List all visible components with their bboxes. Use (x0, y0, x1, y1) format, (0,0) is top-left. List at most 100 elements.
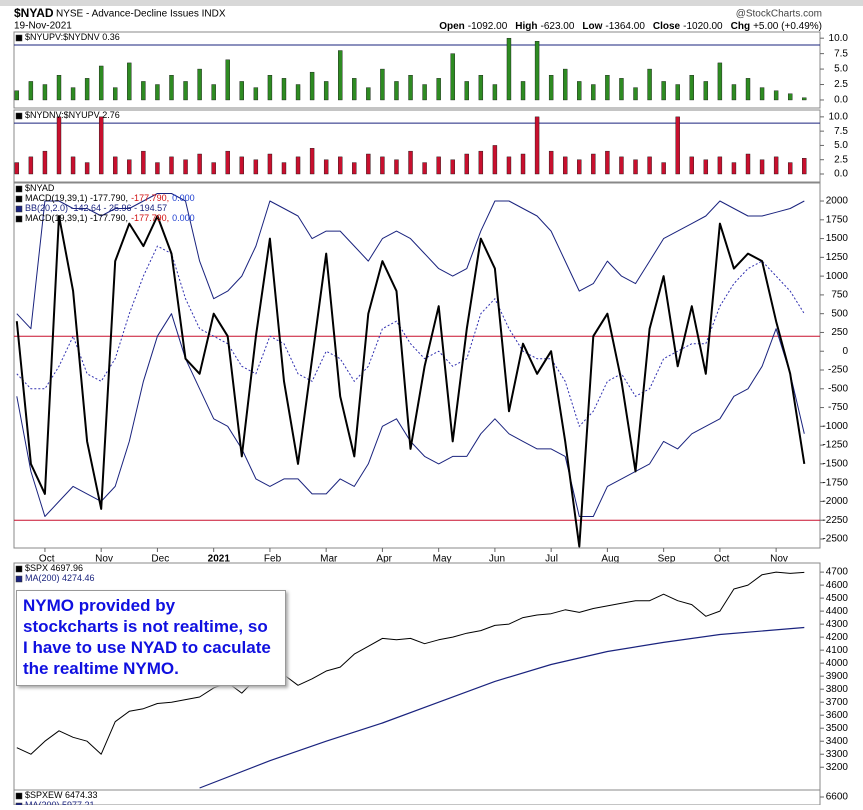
bar (197, 153, 202, 175)
y-tick-label: 10.0 (829, 33, 849, 44)
bar (563, 68, 568, 101)
bar (211, 84, 216, 101)
y-tick-label: 3400 (826, 736, 849, 747)
x-tick-label: Aug (601, 554, 619, 565)
bar (56, 75, 62, 101)
y-tick-label: 2.5 (834, 79, 848, 90)
bar (295, 84, 301, 101)
y-tick-label: 2.5 (834, 154, 848, 165)
y-tick-label: 3500 (826, 723, 849, 734)
bar (591, 84, 596, 101)
bar (464, 81, 469, 101)
bar (745, 78, 751, 101)
bar (197, 68, 202, 101)
bar (633, 87, 638, 101)
bar (169, 156, 174, 175)
x-tick-label: Sep (658, 554, 676, 565)
bar (520, 153, 526, 175)
y-tick-label: 4200 (826, 632, 849, 643)
bar (352, 78, 357, 101)
quote: Open -1092.00 High -623.00 Low -1364.00 Close -… (439, 21, 822, 32)
bar (717, 62, 723, 101)
legend-swatch (15, 565, 23, 573)
bar (295, 156, 301, 175)
bar (436, 156, 441, 175)
y-tick-label: 2000 (826, 196, 849, 207)
bar (239, 81, 244, 101)
bar (787, 162, 793, 175)
bar (563, 156, 568, 175)
bar (717, 156, 723, 175)
bar (773, 156, 779, 175)
y-tick-label: 5.0 (834, 64, 848, 75)
bar (155, 84, 160, 101)
bar (352, 162, 357, 175)
bar (661, 81, 666, 101)
bar (253, 87, 259, 101)
bar (802, 97, 807, 101)
bar (309, 71, 315, 101)
x-tick-label: 2021 (208, 554, 231, 565)
y-tick-label: 3600 (826, 710, 849, 721)
bar (506, 37, 512, 101)
y-tick-label: -1250 (822, 440, 848, 451)
x-tick-label: Oct (714, 554, 730, 565)
legend-entry: $SPXEW 6474.33 (25, 790, 98, 800)
quote-value: -623.00 (540, 21, 574, 32)
bar (731, 84, 737, 101)
bar (759, 159, 765, 175)
bar (84, 162, 90, 175)
bar (408, 75, 413, 101)
y-tick-label: 4300 (826, 619, 849, 630)
bar (548, 150, 554, 175)
bar (703, 81, 709, 101)
bar (787, 93, 793, 101)
x-tick-label: Oct (39, 554, 55, 565)
bar (366, 87, 371, 101)
bar (605, 150, 610, 175)
bar (323, 159, 329, 175)
bar (661, 162, 666, 175)
bar (309, 148, 315, 175)
bar (380, 156, 385, 175)
plot-area (14, 37, 807, 101)
bar (84, 78, 90, 101)
plot-area (14, 116, 807, 175)
symbol-name: NYSE - Advance-Decline Issues INDX (56, 9, 226, 20)
x-tick-label: Jul (545, 554, 558, 565)
bar (225, 150, 230, 175)
legend-swatch (15, 195, 23, 203)
bar (70, 87, 76, 101)
legend-text: 0.000 (172, 213, 195, 223)
legend-text: 0.000 (172, 193, 195, 203)
bar (56, 116, 62, 175)
bar (478, 150, 484, 175)
legend-text: MACD(19,39,1) -177.790, (25, 193, 128, 203)
legend-swatch (15, 215, 23, 223)
source: @StockCharts.com (736, 9, 822, 20)
quote-value: +5.00 (+0.49%) (753, 21, 822, 32)
legend-swatch (15, 34, 23, 42)
legend-swatch (15, 792, 23, 800)
quote-label: Low (582, 21, 602, 32)
x-tick-label: Dec (151, 554, 169, 565)
bar (380, 68, 385, 101)
legend-text: $NYAD (25, 183, 55, 193)
bar (42, 150, 48, 175)
annotation-line: NYMO provided by (23, 596, 176, 615)
legend-text: $SPX 4697.96 (25, 563, 83, 573)
y-tick-label: 0 (842, 346, 848, 357)
bar (745, 153, 751, 175)
bar (70, 156, 76, 175)
bar (759, 87, 765, 101)
y-tick-label: 4000 (826, 658, 849, 669)
series-line (16, 193, 805, 330)
panel-frame (13, 109, 821, 183)
bar (689, 75, 694, 101)
bar (394, 159, 399, 175)
legend-swatch (15, 112, 23, 120)
bar (619, 156, 624, 175)
bar (183, 81, 188, 101)
bar (464, 153, 469, 175)
bar (225, 59, 230, 101)
